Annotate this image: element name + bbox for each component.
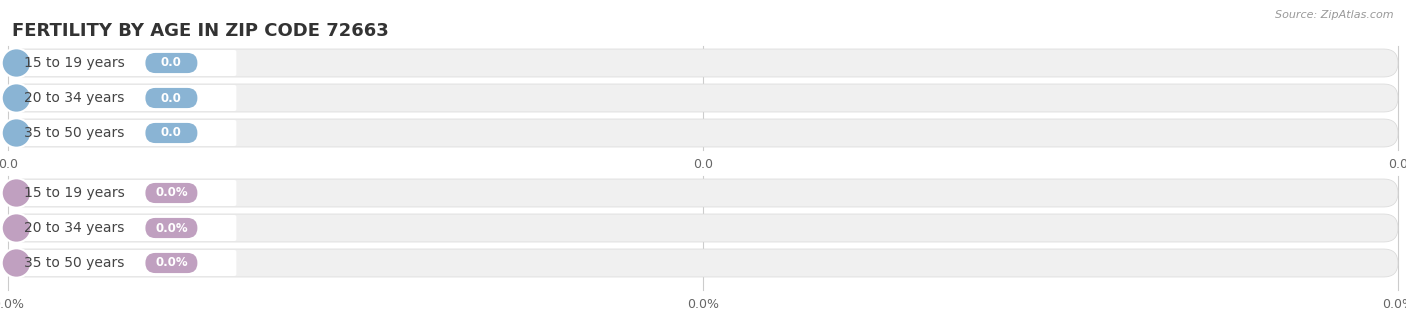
FancyBboxPatch shape <box>8 119 1398 147</box>
Text: FERTILITY BY AGE IN ZIP CODE 72663: FERTILITY BY AGE IN ZIP CODE 72663 <box>13 22 388 40</box>
Text: 0.0: 0.0 <box>160 126 181 140</box>
FancyBboxPatch shape <box>145 183 197 203</box>
Text: 0.0: 0.0 <box>693 158 713 171</box>
Circle shape <box>1 213 31 243</box>
Text: 0.0%: 0.0% <box>155 186 188 200</box>
FancyBboxPatch shape <box>8 179 1398 207</box>
Text: 35 to 50 years: 35 to 50 years <box>24 256 125 270</box>
Text: Source: ZipAtlas.com: Source: ZipAtlas.com <box>1275 10 1393 20</box>
FancyBboxPatch shape <box>17 250 236 276</box>
FancyBboxPatch shape <box>145 253 197 273</box>
FancyBboxPatch shape <box>145 53 197 73</box>
FancyBboxPatch shape <box>17 50 236 76</box>
FancyBboxPatch shape <box>8 84 1398 112</box>
Text: 15 to 19 years: 15 to 19 years <box>24 186 125 200</box>
Text: 35 to 50 years: 35 to 50 years <box>24 126 125 140</box>
Text: 0.0: 0.0 <box>0 158 18 171</box>
Circle shape <box>1 48 31 78</box>
Text: 15 to 19 years: 15 to 19 years <box>24 56 125 70</box>
Text: 20 to 34 years: 20 to 34 years <box>24 221 125 235</box>
FancyBboxPatch shape <box>17 215 236 241</box>
Text: 0.0%: 0.0% <box>0 298 24 311</box>
Text: 0.0%: 0.0% <box>688 298 718 311</box>
Text: 0.0%: 0.0% <box>155 256 188 270</box>
Text: 0.0: 0.0 <box>160 91 181 105</box>
FancyBboxPatch shape <box>8 49 1398 77</box>
Circle shape <box>1 118 31 148</box>
FancyBboxPatch shape <box>17 180 236 206</box>
Circle shape <box>1 178 31 208</box>
FancyBboxPatch shape <box>8 214 1398 242</box>
Text: 0.0: 0.0 <box>1388 158 1406 171</box>
FancyBboxPatch shape <box>145 218 197 238</box>
FancyBboxPatch shape <box>17 85 236 111</box>
FancyBboxPatch shape <box>17 120 236 146</box>
Text: 0.0%: 0.0% <box>1382 298 1406 311</box>
FancyBboxPatch shape <box>145 88 197 108</box>
Text: 20 to 34 years: 20 to 34 years <box>24 91 125 105</box>
Circle shape <box>1 83 31 113</box>
FancyBboxPatch shape <box>8 249 1398 277</box>
FancyBboxPatch shape <box>145 123 197 143</box>
Text: 0.0%: 0.0% <box>155 221 188 235</box>
Circle shape <box>1 248 31 278</box>
Text: 0.0: 0.0 <box>160 56 181 70</box>
